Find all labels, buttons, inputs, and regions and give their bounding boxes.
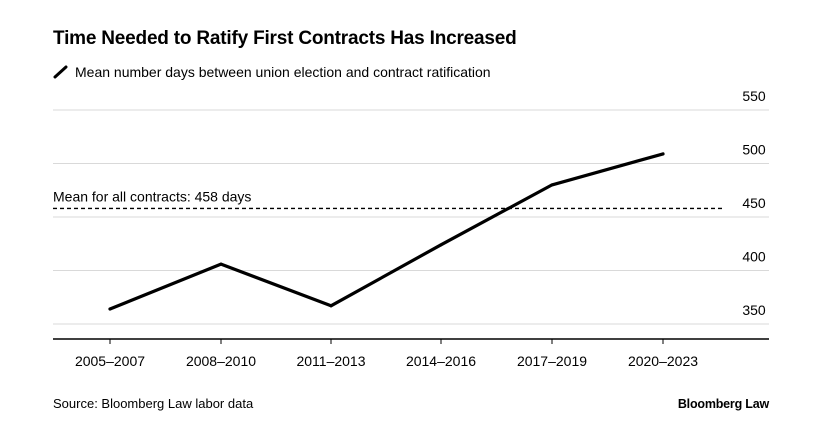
x-tick-label-5: 2020–2023: [628, 353, 698, 369]
data-point-4: [550, 183, 554, 187]
mean-reference-label: Mean for all contracts: 458 days: [53, 188, 251, 204]
data-point-3: [439, 243, 443, 247]
data-point-0: [108, 307, 112, 311]
chart-title: Time Needed to Ratify First Contracts Ha…: [53, 28, 517, 49]
data-point-5: [661, 152, 665, 156]
x-tick-label-1: 2008–2010: [186, 353, 256, 369]
y-tick-label-350: 350: [742, 302, 766, 318]
x-tick-label-3: 2014–2016: [406, 353, 476, 369]
legend-label: Mean number days between union election …: [75, 64, 491, 80]
data-point-2: [329, 304, 333, 308]
legend: Mean number days between union election …: [53, 64, 491, 80]
y-tick-label-400: 400: [742, 249, 766, 265]
x-tick-label-2: 2011–2013: [296, 353, 365, 369]
source-note: Source: Bloomberg Law labor data: [53, 396, 254, 411]
data-point-1: [219, 262, 223, 266]
x-tick-label-0: 2005–2007: [75, 353, 145, 369]
x-tick-label-4: 2017–2019: [517, 353, 587, 369]
series-line: [108, 152, 665, 311]
legend-line-icon: [53, 65, 68, 79]
brand-logo: Bloomberg Law: [677, 397, 769, 411]
y-tick-label-550: 550: [742, 88, 766, 104]
y-tick-label-450: 450: [742, 195, 766, 211]
y-tick-label-500: 500: [742, 142, 766, 158]
